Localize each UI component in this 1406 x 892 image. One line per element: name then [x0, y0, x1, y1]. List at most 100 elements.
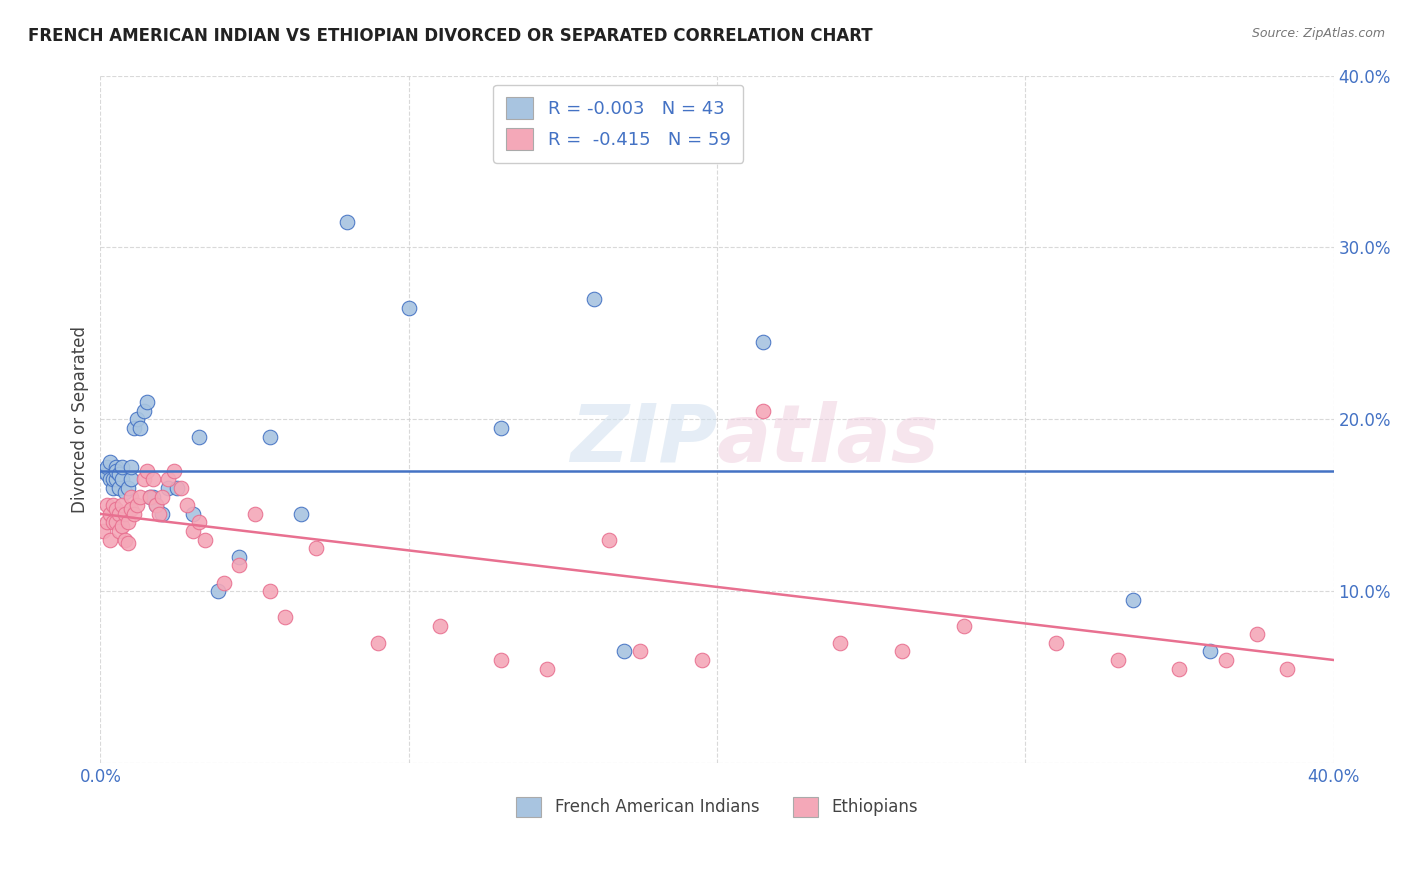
- Point: [1107, 653, 1129, 667]
- Point: [138, 490, 160, 504]
- Point: [104, 460, 127, 475]
- Point: [228, 558, 250, 573]
- Point: [290, 507, 312, 521]
- Point: [104, 464, 127, 478]
- Point: [122, 421, 145, 435]
- Point: [157, 473, 180, 487]
- Text: atlas: atlas: [717, 401, 939, 479]
- Point: [145, 498, 167, 512]
- Point: [157, 481, 180, 495]
- Point: [108, 507, 131, 521]
- Point: [142, 490, 165, 504]
- Text: Source: ZipAtlas.com: Source: ZipAtlas.com: [1251, 27, 1385, 40]
- Point: [628, 644, 651, 658]
- Point: [148, 507, 170, 521]
- Point: [120, 473, 142, 487]
- Point: [536, 662, 558, 676]
- Point: [259, 584, 281, 599]
- Point: [1045, 636, 1067, 650]
- Point: [101, 516, 124, 530]
- Point: [120, 490, 142, 504]
- Point: [111, 519, 134, 533]
- Point: [98, 533, 121, 547]
- Point: [891, 644, 914, 658]
- Point: [181, 507, 204, 521]
- Point: [93, 524, 115, 538]
- Point: [598, 533, 620, 547]
- Point: [150, 490, 173, 504]
- Point: [108, 467, 131, 482]
- Point: [489, 421, 512, 435]
- Point: [93, 464, 115, 478]
- Point: [613, 644, 636, 658]
- Point: [98, 455, 121, 469]
- Point: [120, 501, 142, 516]
- Point: [111, 460, 134, 475]
- Point: [114, 507, 136, 521]
- Point: [305, 541, 328, 556]
- Point: [138, 490, 160, 504]
- Point: [181, 524, 204, 538]
- Text: FRENCH AMERICAN INDIAN VS ETHIOPIAN DIVORCED OR SEPARATED CORRELATION CHART: FRENCH AMERICAN INDIAN VS ETHIOPIAN DIVO…: [28, 27, 873, 45]
- Point: [243, 507, 266, 521]
- Point: [117, 516, 139, 530]
- Point: [132, 403, 155, 417]
- Point: [111, 473, 134, 487]
- Point: [1277, 662, 1299, 676]
- Point: [166, 481, 188, 495]
- Point: [194, 533, 217, 547]
- Point: [752, 334, 775, 349]
- Point: [336, 214, 359, 228]
- Y-axis label: Divorced or Separated: Divorced or Separated: [72, 326, 89, 513]
- Point: [142, 473, 165, 487]
- Point: [188, 429, 211, 443]
- Point: [122, 507, 145, 521]
- Point: [108, 481, 131, 495]
- Point: [111, 498, 134, 512]
- Point: [114, 484, 136, 499]
- Point: [129, 490, 152, 504]
- Point: [830, 636, 852, 650]
- Point: [582, 292, 605, 306]
- Point: [132, 473, 155, 487]
- Point: [169, 481, 191, 495]
- Point: [1168, 662, 1191, 676]
- Legend: French American Indians, Ethiopians: French American Indians, Ethiopians: [510, 790, 924, 823]
- Point: [188, 516, 211, 530]
- Point: [96, 460, 118, 475]
- Point: [127, 498, 149, 512]
- Point: [145, 498, 167, 512]
- Point: [150, 507, 173, 521]
- Point: [98, 507, 121, 521]
- Point: [228, 549, 250, 564]
- Point: [176, 498, 198, 512]
- Text: ZIP: ZIP: [569, 401, 717, 479]
- Point: [398, 301, 420, 315]
- Point: [101, 473, 124, 487]
- Point: [129, 421, 152, 435]
- Point: [117, 536, 139, 550]
- Point: [96, 516, 118, 530]
- Point: [104, 501, 127, 516]
- Point: [207, 584, 229, 599]
- Point: [96, 498, 118, 512]
- Point: [108, 524, 131, 538]
- Point: [135, 464, 157, 478]
- Point: [101, 498, 124, 512]
- Point: [367, 636, 389, 650]
- Point: [96, 467, 118, 482]
- Point: [1122, 592, 1144, 607]
- Point: [101, 481, 124, 495]
- Point: [104, 516, 127, 530]
- Point: [120, 460, 142, 475]
- Point: [104, 473, 127, 487]
- Point: [1199, 644, 1222, 658]
- Point: [1215, 653, 1237, 667]
- Point: [274, 610, 297, 624]
- Point: [117, 481, 139, 495]
- Point: [114, 533, 136, 547]
- Point: [259, 429, 281, 443]
- Point: [489, 653, 512, 667]
- Point: [163, 464, 186, 478]
- Point: [135, 395, 157, 409]
